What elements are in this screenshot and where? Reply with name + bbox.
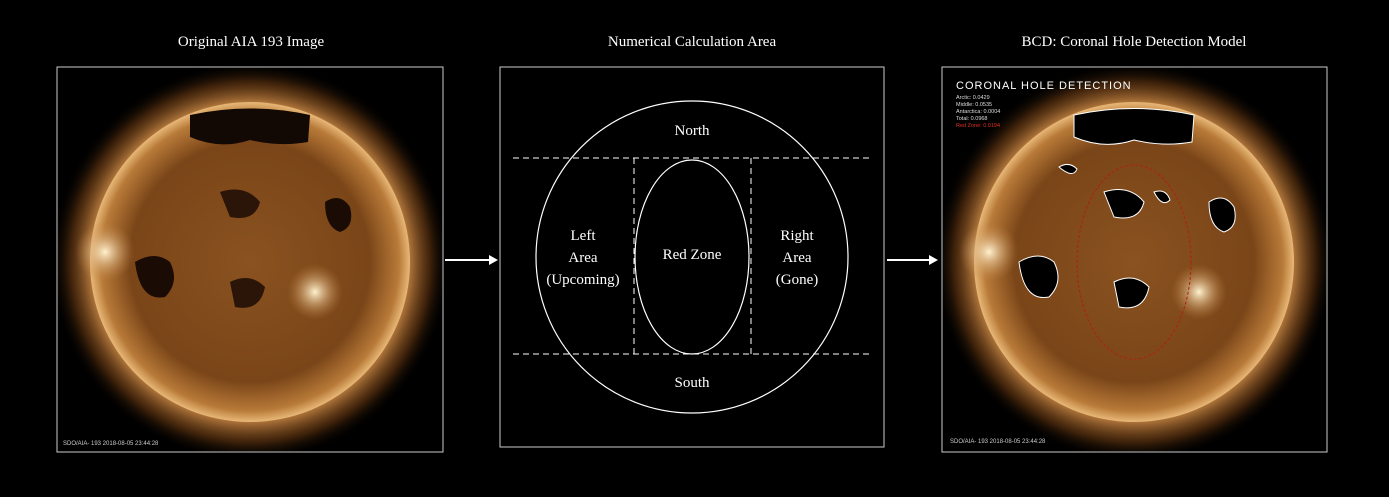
image-caption: SDO/AIA- 193 2018-08-05 23:44:28 [950,439,1046,445]
stat-line: Middle: 0.0535 [956,102,992,108]
right-area-label: Area [782,250,811,266]
stat-line: Arctic: 0.0429 [956,95,990,101]
detection-heading: CORONAL HOLE DETECTION [956,80,1132,92]
sun-outline [535,100,849,414]
panel-title: Numerical Calculation Area [608,34,777,50]
right-area-label: Right [780,228,814,244]
arrow-head [929,255,938,265]
red-zone-label: Red Zone [663,247,722,263]
detection-image [943,68,1326,451]
left-area-label: Area [568,250,597,266]
sun-image [58,68,442,451]
right-area-label: (Gone) [776,272,818,288]
panel-title: Original AIA 193 Image [178,34,325,50]
left-area-label: Left [571,228,597,244]
image-caption: SDO/AIA- 193 2018-08-05 23:44:28 [63,441,159,447]
red-zone-stat: Red Zone: 0.0194 [956,123,1000,129]
panel-title: BCD: Coronal Hole Detection Model [1022,34,1247,50]
stat-line: Total: 0.0968 [956,116,988,122]
red-zone-outline [634,159,750,355]
south-label: South [674,375,710,391]
arrow-head [489,255,498,265]
panel-frame [499,66,885,448]
north-label: North [675,123,710,139]
left-area-label: (Upcoming) [546,272,619,288]
stat-line: Antarctica: 0.0004 [956,109,1000,115]
